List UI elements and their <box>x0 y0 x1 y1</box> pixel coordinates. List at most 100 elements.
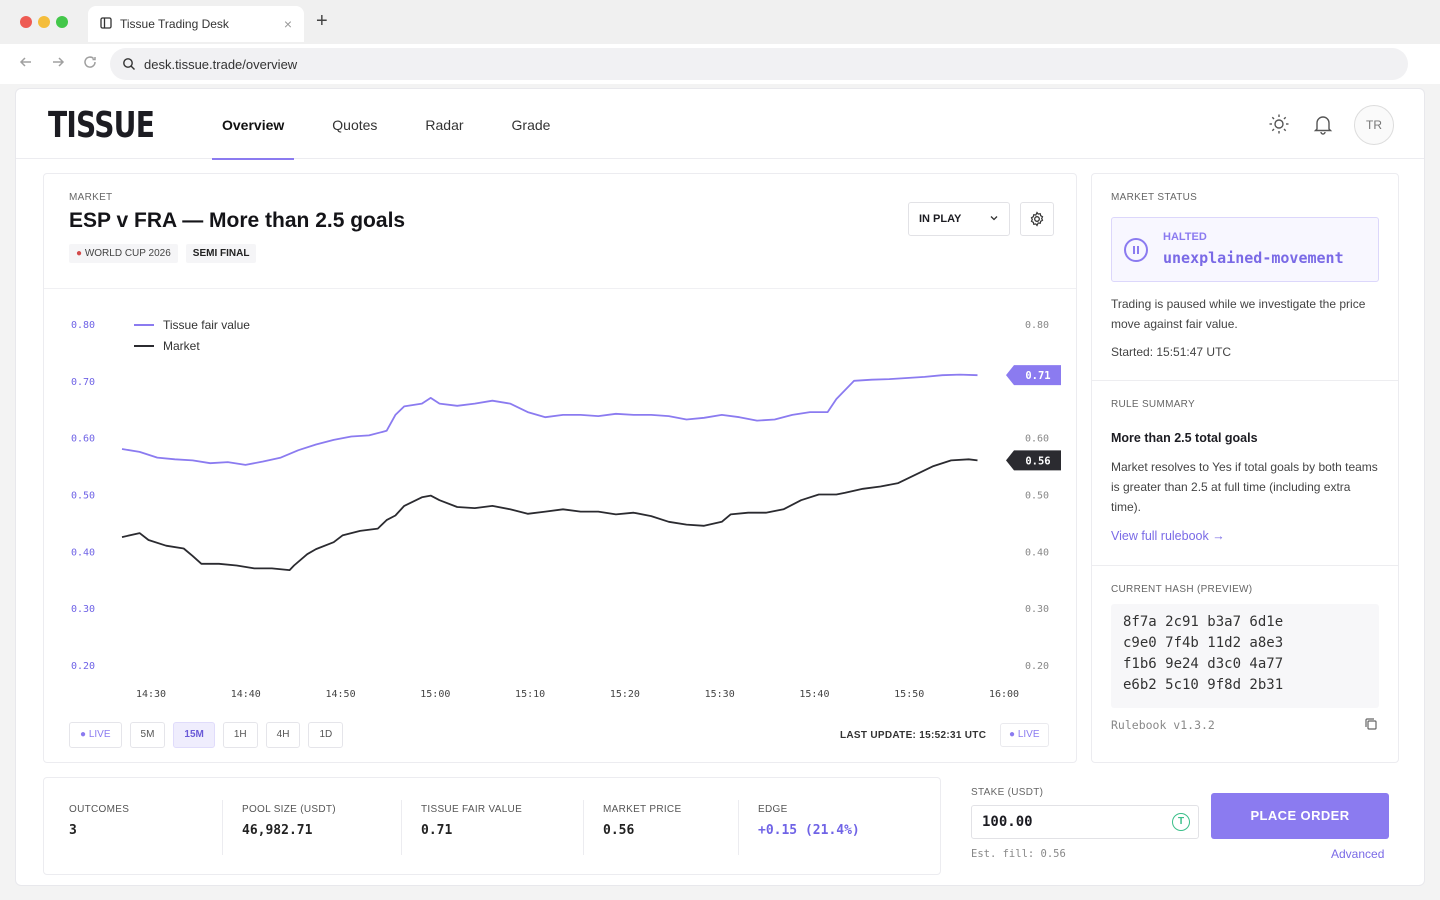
timeframe-live-label: LIVE <box>88 729 111 740</box>
halt-description: Trading is paused while we investigate t… <box>1111 297 1366 331</box>
market-section-label: MARKET <box>69 192 113 203</box>
stat-divider <box>222 800 223 855</box>
y-tick-label-right: 0.60 <box>1025 434 1049 445</box>
nav-grade[interactable]: Grade <box>511 117 551 133</box>
stat-value: +0.15 (21.4%) <box>758 823 860 838</box>
halt-reason: unexplained-movement <box>1163 249 1344 267</box>
stat-label: EDGE <box>758 804 788 815</box>
stat-divider <box>401 800 402 855</box>
address-bar[interactable]: desk.tissue.trade/overview <box>110 48 1408 80</box>
stat-divider <box>583 800 584 855</box>
x-tick-label: 15:10 <box>515 689 545 700</box>
y-tick-label-left: 0.50 <box>71 491 95 502</box>
y-tick-label-left: 0.30 <box>71 604 95 615</box>
close-window-button[interactable] <box>20 16 32 28</box>
tab-close-icon[interactable]: × <box>283 16 292 32</box>
stat-label: OUTCOMES <box>69 804 130 815</box>
copy-icon[interactable] <box>1364 717 1378 736</box>
x-tick-label: 15:50 <box>894 689 924 700</box>
stat-label: TISSUE FAIR VALUE <box>421 804 523 815</box>
rule-title: More than 2.5 total goals <box>1111 431 1258 445</box>
x-tick-label: 15:30 <box>705 689 735 700</box>
hash-line: e6b2 5c10 9f8d 2b31 <box>1123 677 1284 693</box>
market-title: ESP v FRA — More than 2.5 goals <box>69 209 406 232</box>
notifications-bell-icon[interactable] <box>1312 113 1334 140</box>
market-tags: ● WORLD CUP 2026 SEMI FINAL <box>69 244 257 263</box>
main-nav: Overview Quotes Radar Grade <box>212 89 588 160</box>
stake-value: 100.00 <box>982 814 1033 830</box>
y-tick-label-right: 0.30 <box>1025 604 1049 615</box>
live-badge: ● LIVE <box>1000 723 1049 747</box>
place-order-button[interactable]: PLACE ORDER <box>1211 793 1389 839</box>
halt-status-box: HALTED unexplained-movement <box>1111 217 1379 282</box>
tab-favicon-icon <box>100 16 112 32</box>
search-icon <box>123 58 135 70</box>
nav-quotes[interactable]: Quotes <box>332 117 378 133</box>
market-state-value: IN PLAY <box>919 213 962 225</box>
chart-settings-button[interactable] <box>1020 202 1054 236</box>
hash-preview: 8f7a 2c91 b3a7 6d1e c9e0 7f4b 11d2 a8e3 … <box>1111 604 1379 708</box>
rulebook-version: Rulebook v1.3.2 <box>1111 718 1215 732</box>
stake-input[interactable]: 100.00 T <box>971 805 1199 839</box>
estimated-fill: Est. fill: 0.56 <box>971 848 1066 860</box>
maximize-window-button[interactable] <box>56 16 68 28</box>
view-rulebook-link[interactable]: View full rulebook → <box>1111 529 1225 543</box>
timeframe-15m-button[interactable]: 15M <box>173 722 215 748</box>
stat-divider <box>738 800 739 855</box>
timeframe-buttons: ● LIVE 5M 15M 1H 4H 1D <box>69 722 344 748</box>
chevron-down-icon <box>989 213 999 226</box>
fair-value-line <box>121 373 978 466</box>
theme-toggle-sun-icon[interactable] <box>1268 113 1290 140</box>
price-chart[interactable]: 0.800.800.700.700.600.600.500.500.400.40… <box>44 289 1078 714</box>
tether-coin-icon: T <box>1172 813 1190 831</box>
nav-radar[interactable]: Radar <box>425 117 464 133</box>
browser-tab[interactable]: Tissue Trading Desk × <box>88 6 304 42</box>
last-update-text: LAST UPDATE: 15:52:31 UTC <box>840 730 987 741</box>
reload-icon[interactable] <box>82 54 98 75</box>
market-line <box>121 458 978 571</box>
chart-legend: Tissue fair value Market <box>134 314 250 356</box>
stat-label: MARKET PRICE <box>603 804 682 815</box>
browser-titlebar: Tissue Trading Desk × + <box>0 0 1440 44</box>
timeframe-1h-button[interactable]: 1H <box>222 722 258 748</box>
stat-value: 46,982.71 <box>242 823 313 838</box>
competition-tag-label: WORLD CUP 2026 <box>84 248 171 259</box>
nav-overview[interactable]: Overview <box>212 89 295 160</box>
browser-navbar: desk.tissue.trade/overview <box>0 44 1440 84</box>
advanced-link[interactable]: Advanced <box>1331 847 1385 861</box>
app-header: TISSUE Overview Quotes Radar Grade TR <box>16 89 1424 160</box>
timeframe-live-button[interactable]: ● LIVE <box>69 722 122 748</box>
chart-divider <box>44 288 1076 289</box>
forward-arrow-icon[interactable] <box>50 54 66 75</box>
live-dot-icon: ● <box>76 248 83 259</box>
stat-value: 3 <box>69 823 77 838</box>
market-state-dropdown[interactable]: IN PLAY <box>908 202 1010 236</box>
y-tick-label-left: 0.40 <box>71 547 95 558</box>
user-avatar[interactable]: TR <box>1354 105 1394 145</box>
halt-started: Started: 15:51:47 UTC <box>1111 345 1232 359</box>
app-window: TISSUE Overview Quotes Radar Grade TR MA… <box>15 88 1425 886</box>
y-tick-label-right: 0.80 <box>1025 320 1049 331</box>
new-tab-button[interactable]: + <box>316 10 328 32</box>
live-badge-label: LIVE <box>1017 729 1040 740</box>
minimize-window-button[interactable] <box>38 16 50 28</box>
rule-summary-section: RULE SUMMARY More than 2.5 total goals M… <box>1092 381 1398 566</box>
y-tick-label-right: 0.20 <box>1025 661 1049 672</box>
stat-value: 0.71 <box>421 823 453 838</box>
legend-fair-value: Tissue fair value <box>134 314 250 335</box>
timeframe-4h-button[interactable]: 4H <box>265 722 301 748</box>
stake-label: STAKE (USDT) <box>971 787 1044 798</box>
back-arrow-icon[interactable] <box>18 54 34 75</box>
stage-tag: SEMI FINAL <box>185 244 257 263</box>
logo: TISSUE <box>48 105 155 146</box>
market-status-label: MARKET STATUS <box>1111 192 1198 203</box>
x-tick-label: 14:30 <box>136 689 166 700</box>
rule-summary-label: RULE SUMMARY <box>1111 399 1195 410</box>
stat-label: POOL SIZE (USDT) <box>242 804 336 815</box>
y-tick-label-right: 0.40 <box>1025 547 1049 558</box>
legend-fair-value-label: Tissue fair value <box>163 317 250 332</box>
y-tick-label-left: 0.20 <box>71 661 95 672</box>
y-tick-label-left: 0.80 <box>71 320 95 331</box>
timeframe-1d-button[interactable]: 1D <box>308 722 344 748</box>
timeframe-5m-button[interactable]: 5M <box>129 722 166 748</box>
